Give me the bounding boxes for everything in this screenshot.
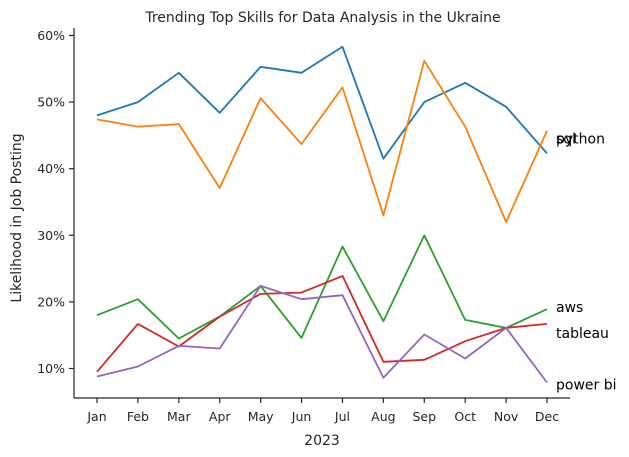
x-tick-label: May bbox=[248, 409, 274, 424]
series-line-tableau bbox=[96, 274, 548, 373]
x-tick-label: Feb bbox=[127, 409, 149, 424]
series-end-label: tableau bbox=[556, 326, 609, 342]
x-tick-label: Oct bbox=[454, 409, 476, 424]
series-end-label: power bi bbox=[556, 377, 617, 393]
x-tick-label: Jan bbox=[86, 409, 106, 424]
x-ticks: Jan Feb Mar Apr May Jun Jul Aug Sep Oct Nov Dec bbox=[86, 398, 559, 424]
x-tick-label: Sep bbox=[412, 409, 436, 424]
x-tick-label: Aug bbox=[371, 409, 395, 424]
chart-title: Trending Top Skills for Data Analysis in… bbox=[144, 10, 500, 26]
x-axis-title: 2023 bbox=[304, 433, 340, 449]
series-line-power-bi bbox=[96, 284, 548, 384]
x-tick-label: Apr bbox=[209, 409, 231, 424]
x-tick-label: Dec bbox=[535, 409, 559, 424]
x-tick-label: Mar bbox=[167, 409, 191, 424]
y-tick-label: 60% bbox=[37, 28, 65, 43]
y-axis-title: Likelihood in Job Posting bbox=[9, 133, 25, 302]
y-tick-label: 30% bbox=[37, 228, 65, 243]
x-tick-label: Nov bbox=[494, 409, 519, 424]
series-end-label: aws bbox=[556, 300, 583, 316]
axes bbox=[73, 28, 570, 399]
x-tick-label: Jun bbox=[291, 409, 312, 424]
series-line-aws bbox=[96, 234, 548, 340]
x-tick-label: Jul bbox=[334, 409, 350, 424]
series-lines bbox=[96, 45, 548, 384]
series-line-sql bbox=[96, 59, 548, 223]
y-ticks: 10% 20% 30% 40% 50% 60% bbox=[37, 28, 74, 376]
y-tick-label: 50% bbox=[37, 95, 65, 110]
series-end-label: sql bbox=[556, 132, 576, 148]
y-tick-label: 20% bbox=[37, 294, 65, 309]
y-tick-label: 40% bbox=[37, 161, 65, 176]
y-tick-label: 10% bbox=[37, 361, 65, 376]
series-end-label: python bbox=[556, 131, 605, 147]
series-line-python bbox=[96, 45, 548, 160]
